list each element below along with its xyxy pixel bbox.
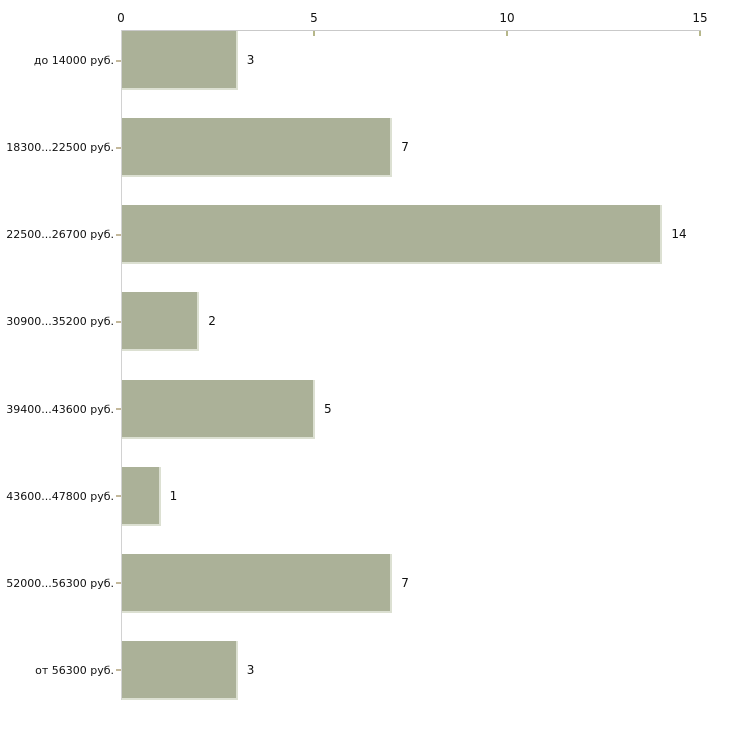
y-tick-mark [116,495,121,498]
category-label: 39400...43600 руб. [6,402,114,416]
x-tick-mark [506,31,508,36]
y-tick-mark [116,59,121,62]
bar [122,118,393,178]
x-tick-label: 5 [310,11,318,25]
category-label: 18300...22500 руб. [6,141,114,155]
bar [122,31,238,90]
bar [122,379,315,439]
y-tick-mark [116,146,121,149]
category-label: от 56300 руб. [35,663,114,677]
y-tick-mark [116,582,121,585]
value-label: 1 [169,488,178,503]
bar [122,553,393,613]
bar [122,292,200,352]
x-tick-label: 10 [499,11,515,25]
value-label: 7 [401,140,409,155]
value-label: 14 [671,227,687,242]
y-tick-mark [116,233,121,236]
x-tick-label: 15 [692,11,708,25]
bar [122,466,161,526]
y-tick-mark [116,408,121,411]
value-label: 2 [208,314,216,329]
y-tick-mark [116,320,121,323]
value-label: 3 [246,662,255,677]
category-label: 52000...56300 руб. [6,576,114,590]
x-tick-mark [313,31,315,36]
category-label: до 14000 руб. [33,54,114,67]
category-label: 30900...35200 руб. [6,315,114,329]
value-label: 5 [324,401,332,416]
x-tick-label: 0 [117,11,125,25]
bar [122,640,238,700]
bar [122,205,663,265]
x-tick-mark [699,31,701,36]
value-label: 3 [246,53,255,67]
value-label: 7 [401,575,409,590]
y-tick-mark [116,669,121,672]
y-axis-line [121,30,122,700]
x-axis-line [121,30,701,31]
category-label: 43600...47800 руб. [6,489,114,503]
category-label: 22500...26700 руб. [6,228,114,242]
